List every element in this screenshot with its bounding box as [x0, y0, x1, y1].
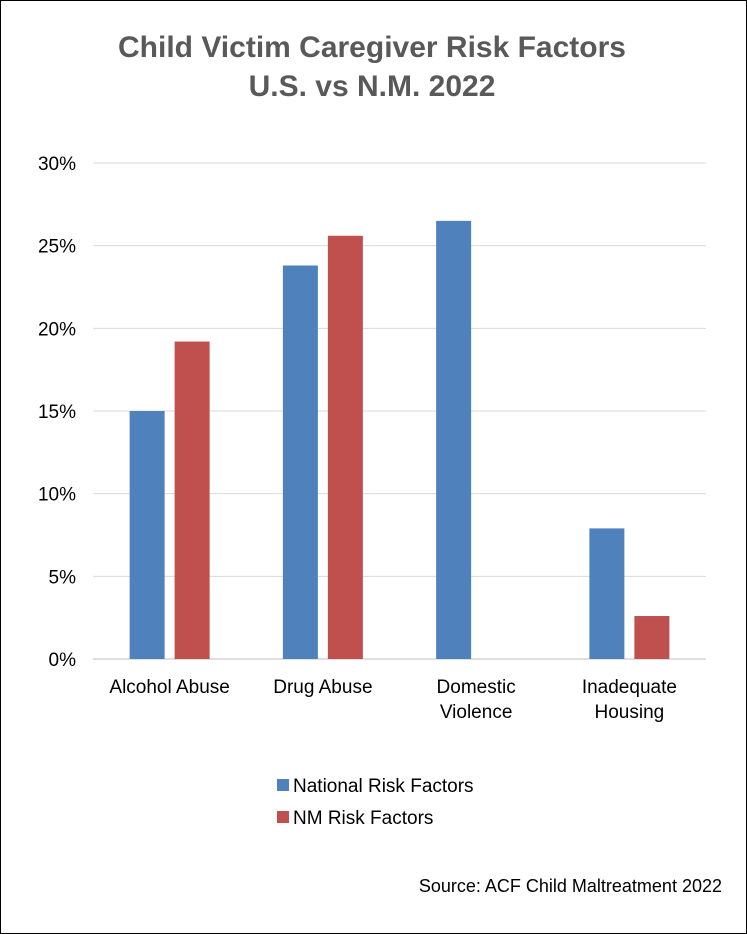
legend-swatch-0: [277, 779, 289, 791]
y-tick-label: 0%: [49, 650, 77, 671]
legend: National Risk Factors NM Risk Factors: [277, 776, 474, 829]
bar-national-3: [589, 528, 625, 659]
x-tick-label: Drug Abuse: [273, 677, 372, 698]
legend-label-0: National Risk Factors: [293, 776, 474, 797]
x-tick-label: Inadequate: [582, 677, 677, 698]
x-axis-ticks: Alcohol Abuse Drug Abuse Domestic Violence I…: [109, 677, 677, 723]
y-tick-label: 20%: [38, 319, 76, 340]
bar-nm-3: [634, 616, 670, 659]
x-tick-label: Housing: [595, 702, 665, 723]
y-axis-ticks: 0% 5% 10% 15% 20% 25% 30%: [38, 154, 76, 671]
source-note: Source: ACF Child Maltreatment 2022: [419, 876, 722, 896]
legend-label-1: NM Risk Factors: [293, 808, 433, 829]
chart-title: Child Victim Caregiver Risk Factors U.S. …: [118, 31, 626, 103]
bars: [129, 220, 670, 659]
chart-title-line-1: Child Victim Caregiver Risk Factors: [118, 31, 626, 64]
bar-nm-1: [327, 235, 363, 659]
bar-nm-0: [174, 341, 210, 659]
bar-national-1: [282, 265, 318, 659]
legend-swatch-1: [277, 811, 289, 823]
x-tick-label: Violence: [440, 702, 513, 723]
y-tick-label: 15%: [38, 402, 76, 423]
bar-national-0: [129, 411, 165, 659]
x-tick-label: Domestic: [437, 677, 516, 698]
y-tick-label: 10%: [38, 485, 76, 506]
y-tick-label: 5%: [49, 567, 77, 588]
chart-title-line-2: U.S. vs N.M. 2022: [249, 70, 496, 103]
y-tick-label: 30%: [38, 154, 76, 175]
y-tick-label: 25%: [38, 237, 76, 258]
bar-national-2: [436, 220, 472, 659]
x-tick-label: Alcohol Abuse: [109, 677, 229, 698]
